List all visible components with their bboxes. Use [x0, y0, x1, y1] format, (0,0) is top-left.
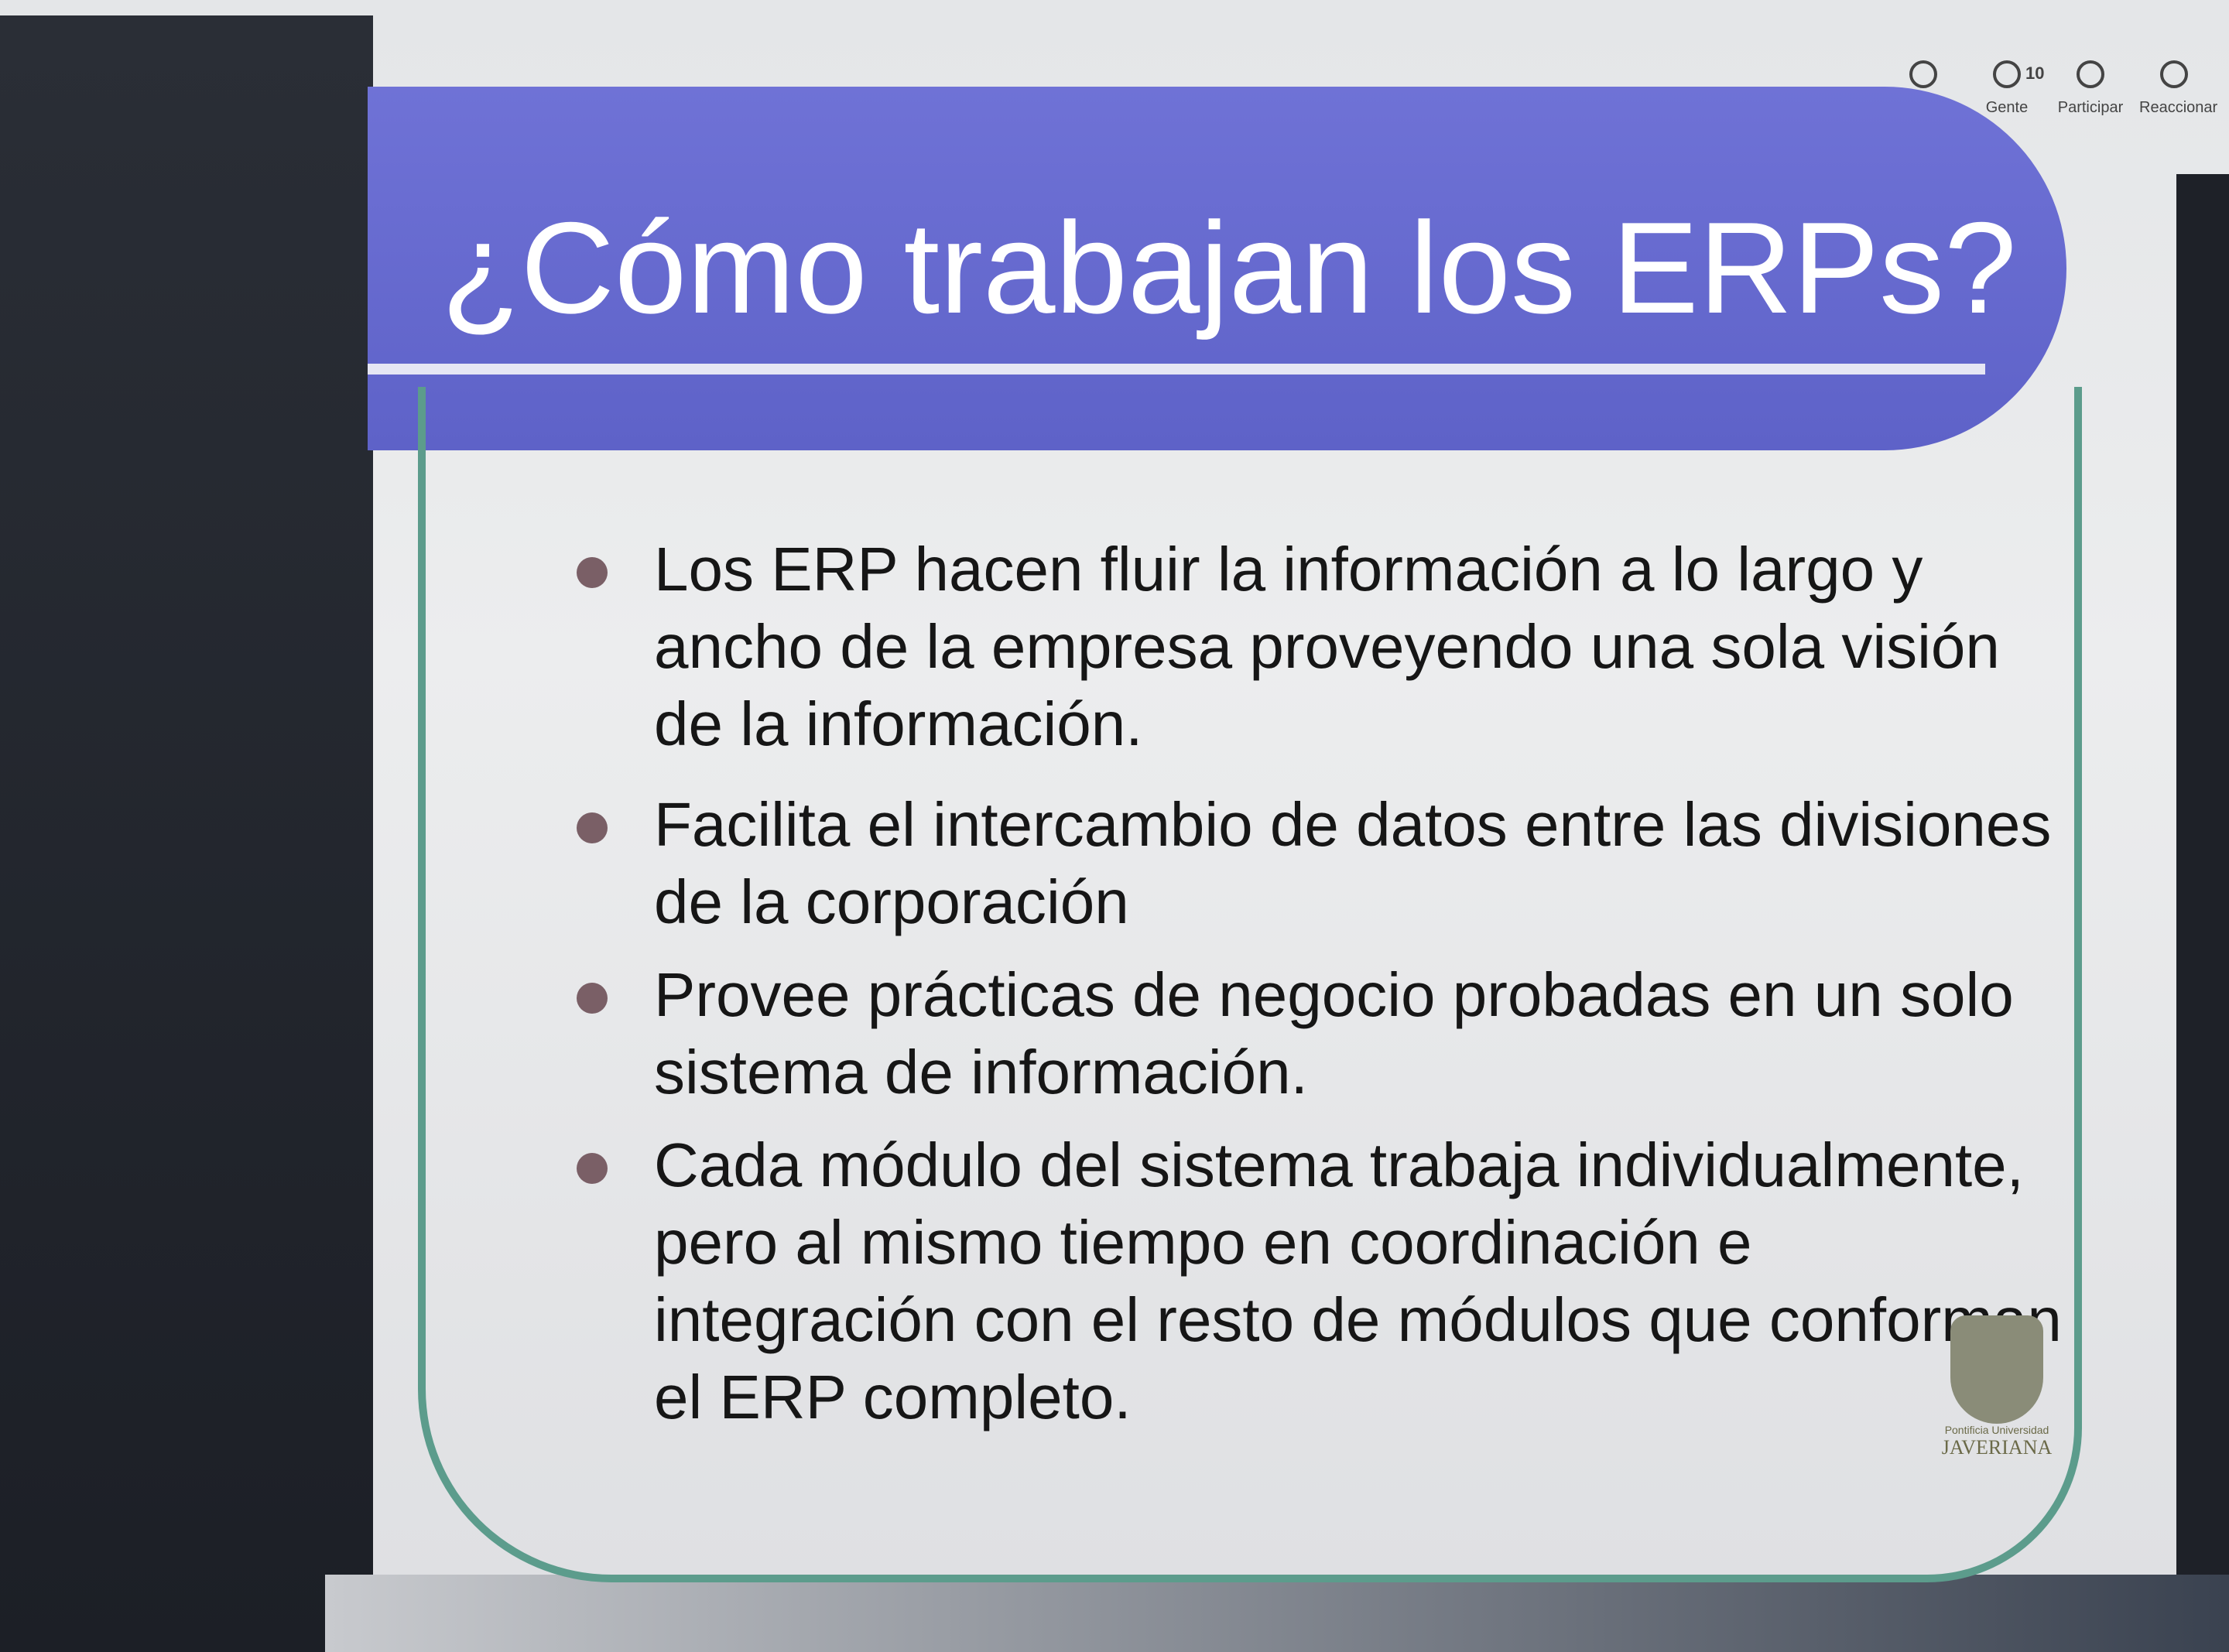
content-frame [418, 387, 2082, 1582]
dark-panel [0, 15, 373, 1652]
bullet-dot [577, 557, 608, 588]
crest [1950, 1315, 2043, 1424]
people-count: 10 [2025, 63, 2045, 83]
logo: Pontificia Universidad JAVERIANA [1935, 1315, 2059, 1486]
icon [1909, 60, 1937, 88]
icon [2077, 60, 2104, 88]
bullet-dot [577, 812, 608, 843]
bullet-text: el ERP completo. [654, 1363, 1132, 1431]
bullet-text: integración con el resto de módulos que … [654, 1285, 2062, 1354]
screen-edge [325, 1575, 2229, 1652]
toolbar-button[interactable]: Participar [2056, 54, 2125, 155]
bullet-dot [577, 983, 608, 1014]
bullet-dot [577, 1153, 608, 1184]
bullet-text: Cada módulo del sistema trabaja individu… [654, 1130, 2024, 1199]
bullet-text: Los ERP hacen fluir la información a lo … [654, 535, 1923, 604]
bullet-text: pero al mismo tiempo en coordinación e [654, 1208, 1752, 1277]
icon: 10 [1993, 60, 2044, 88]
dark-panel [2176, 174, 2229, 1575]
bullet-text: Facilita el intercambio de datos entre l… [654, 790, 2052, 859]
title-bar [368, 87, 2066, 450]
slide-title: ¿Cómo trabajan los ERPs? [441, 195, 2017, 340]
bullet-text: ancho de la empresa proveyendo una sola … [654, 612, 2000, 681]
logo-text: Pontificia Universidad [1944, 1424, 2049, 1436]
logo-text: JAVERIANA [1941, 1436, 2053, 1459]
button-label: Gente [1985, 99, 2029, 116]
bullet-text: de la corporación [654, 867, 1129, 936]
button-label: Reaccionar [2139, 99, 2218, 116]
icon [2160, 60, 2188, 88]
title-rule [368, 364, 1985, 375]
bullet-text: Provee prácticas de negocio probadas en … [654, 960, 2014, 1029]
toolbar-button[interactable]: Reaccionar [2139, 54, 2218, 155]
bullet-text: de la información. [654, 689, 1143, 758]
button-label: Participar [2057, 99, 2124, 116]
toolbar-button[interactable]: 10 Gente [1972, 54, 2044, 155]
bullet-text: sistema de información. [654, 1038, 1308, 1106]
